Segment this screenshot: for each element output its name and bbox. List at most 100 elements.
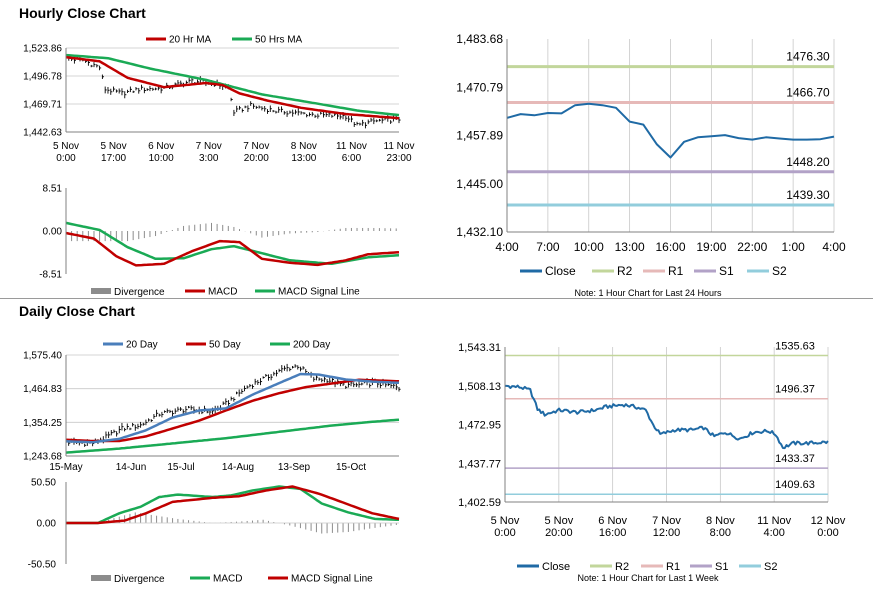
x-tick-label: 10:00: [574, 240, 604, 254]
x-tick-label: 4:00: [822, 240, 846, 254]
legend-r2-label: R2: [615, 561, 629, 573]
x-tick-label: 5 Nov 0:00: [53, 141, 79, 164]
x-tick-label: 22:00: [737, 240, 767, 254]
hourly_pivots-close-line: [506, 102, 835, 159]
y-tick-label: 1,464.83: [23, 384, 62, 395]
x-tick-label: 11 Nov 23:00: [384, 141, 415, 164]
y-tick-label: 8.51: [43, 184, 63, 195]
x-tick-label: 12 Nov 0:00: [811, 515, 846, 539]
hourly-signal-line: [65, 221, 400, 266]
x-tick-label: 6 Nov 16:00: [598, 515, 627, 539]
y-tick-label: 1,523.86: [23, 44, 62, 55]
y-tick-label: 1,402.59: [458, 497, 501, 509]
daily_pivots-level-value: 1496.37: [775, 384, 815, 396]
y-tick-label: -8.51: [39, 270, 62, 281]
x-tick-label: 14-Jun: [116, 462, 147, 473]
hourly_pivots-level-value: 1466.70: [786, 86, 830, 100]
y-tick-label: 1,575.40: [23, 351, 62, 362]
x-tick-label: 1:00: [781, 240, 805, 254]
y-tick-label: 1,470.79: [456, 80, 503, 94]
hourly_pivots-level-value: 1476.30: [786, 50, 830, 64]
legend-macd-label: MACD: [208, 287, 237, 298]
y-tick-label: 1,243.68: [23, 452, 62, 463]
x-tick-label: 5 Nov 17:00: [101, 141, 127, 164]
legend-s2-label: S2: [772, 264, 787, 278]
legend-r1-label: R1: [666, 561, 680, 573]
legend-s1-label: S1: [715, 561, 728, 573]
legend-divergence-swatch: [91, 575, 111, 581]
hourly_pivots-level-value: 1448.20: [786, 155, 830, 169]
x-tick-label: 13:00: [615, 240, 645, 254]
hourly_pivots-note: Note: 1 Hour Chart for Last 24 Hours: [574, 288, 722, 298]
legend-s1-label: S1: [719, 264, 734, 278]
legend-r2-label: R2: [617, 264, 633, 278]
x-tick-label: 5 Nov 0:00: [491, 515, 520, 539]
legend-divergence-label: Divergence: [114, 574, 165, 585]
legend-macd-signal-label: MACD Signal Line: [278, 287, 360, 298]
x-tick-label: 19:00: [696, 240, 726, 254]
hourly-ma20-line: [65, 55, 400, 120]
y-tick-label: 1,508.13: [458, 381, 501, 393]
daily_pivots-level-value: 1535.63: [775, 340, 815, 352]
daily_pivots-close-line: [505, 384, 829, 450]
y-tick-label: 1,354.25: [23, 418, 62, 429]
y-tick-label: 1,442.63: [23, 128, 62, 139]
hourly-section-title: Hourly Close Chart: [19, 5, 146, 21]
legend-divergence-label: Divergence: [114, 287, 165, 298]
legend-20hr-ma-label: 20 Hr MA: [169, 35, 212, 46]
y-tick-label: 1,437.77: [458, 458, 501, 470]
x-tick-label: 4:00: [495, 240, 519, 254]
x-tick-label: 15-Jul: [167, 462, 194, 473]
legend-r1-label: R1: [668, 264, 684, 278]
y-tick-label: 1,472.95: [458, 420, 501, 432]
y-tick-label: 1,483.68: [456, 32, 503, 46]
daily-ma200-line: [65, 418, 400, 454]
x-tick-label: 7:00: [536, 240, 560, 254]
hourly-macd-line: [65, 231, 400, 267]
x-tick-label: 15-May: [49, 462, 82, 473]
y-tick-label: 0.00: [37, 519, 57, 530]
daily-ma50-line: [65, 378, 400, 443]
daily-section-title: Daily Close Chart: [19, 303, 135, 319]
x-tick-label: 13-Sep: [278, 462, 311, 473]
legend-divergence-swatch: [91, 288, 111, 294]
legend-close-label: Close: [545, 264, 576, 278]
legend-macd-label: MACD: [213, 574, 242, 585]
x-tick-label: 6 Nov 10:00: [148, 141, 174, 164]
x-tick-label: 11 Nov 4:00: [757, 515, 792, 539]
y-tick-label: 1,469.71: [23, 100, 62, 111]
legend-50hrs-ma-label: 50 Hrs MA: [255, 35, 303, 46]
hourly-ma50-line: [65, 53, 400, 117]
daily-signal-line: [66, 485, 400, 525]
x-tick-label: 8 Nov 8:00: [706, 515, 735, 539]
y-tick-label: 1,445.00: [456, 177, 503, 191]
legend-s2-label: S2: [764, 561, 777, 573]
section-divider: [0, 298, 873, 299]
daily_pivots-level-value: 1433.37: [775, 453, 815, 465]
x-tick-label: 11 Nov 6:00: [336, 141, 367, 164]
legend-macd-signal-label: MACD Signal Line: [291, 574, 373, 585]
x-tick-label: 7 Nov 3:00: [196, 141, 222, 164]
y-tick-label: 0.00: [43, 227, 63, 238]
legend-50-day-label: 50 Day: [209, 340, 241, 351]
y-tick-label: 1,432.10: [456, 225, 503, 239]
x-tick-label: 7 Nov 12:00: [652, 515, 681, 539]
daily-ma20-line: [65, 372, 400, 444]
y-tick-label: 1,457.89: [456, 129, 503, 143]
y-tick-label: 50.50: [31, 478, 56, 489]
daily-macd-line: [66, 485, 400, 525]
legend-200-day-label: 200 Day: [293, 340, 330, 351]
legend-close-label: Close: [542, 561, 570, 573]
y-tick-label: -50.50: [28, 560, 57, 571]
x-tick-label: 16:00: [655, 240, 685, 254]
x-tick-label: 15-Oct: [336, 462, 366, 473]
x-tick-label: 14-Aug: [222, 462, 254, 473]
x-tick-label: 7 Nov 20:00: [243, 141, 269, 164]
hourly_pivots-level-value: 1439.30: [786, 188, 830, 202]
legend-20-day-label: 20 Day: [126, 340, 158, 351]
daily_pivots-note: Note: 1 Hour Chart for Last 1 Week: [578, 573, 719, 583]
y-tick-label: 1,496.78: [23, 72, 62, 83]
x-tick-label: 5 Nov 20:00: [544, 515, 573, 539]
daily_pivots-level-value: 1409.63: [775, 479, 815, 491]
